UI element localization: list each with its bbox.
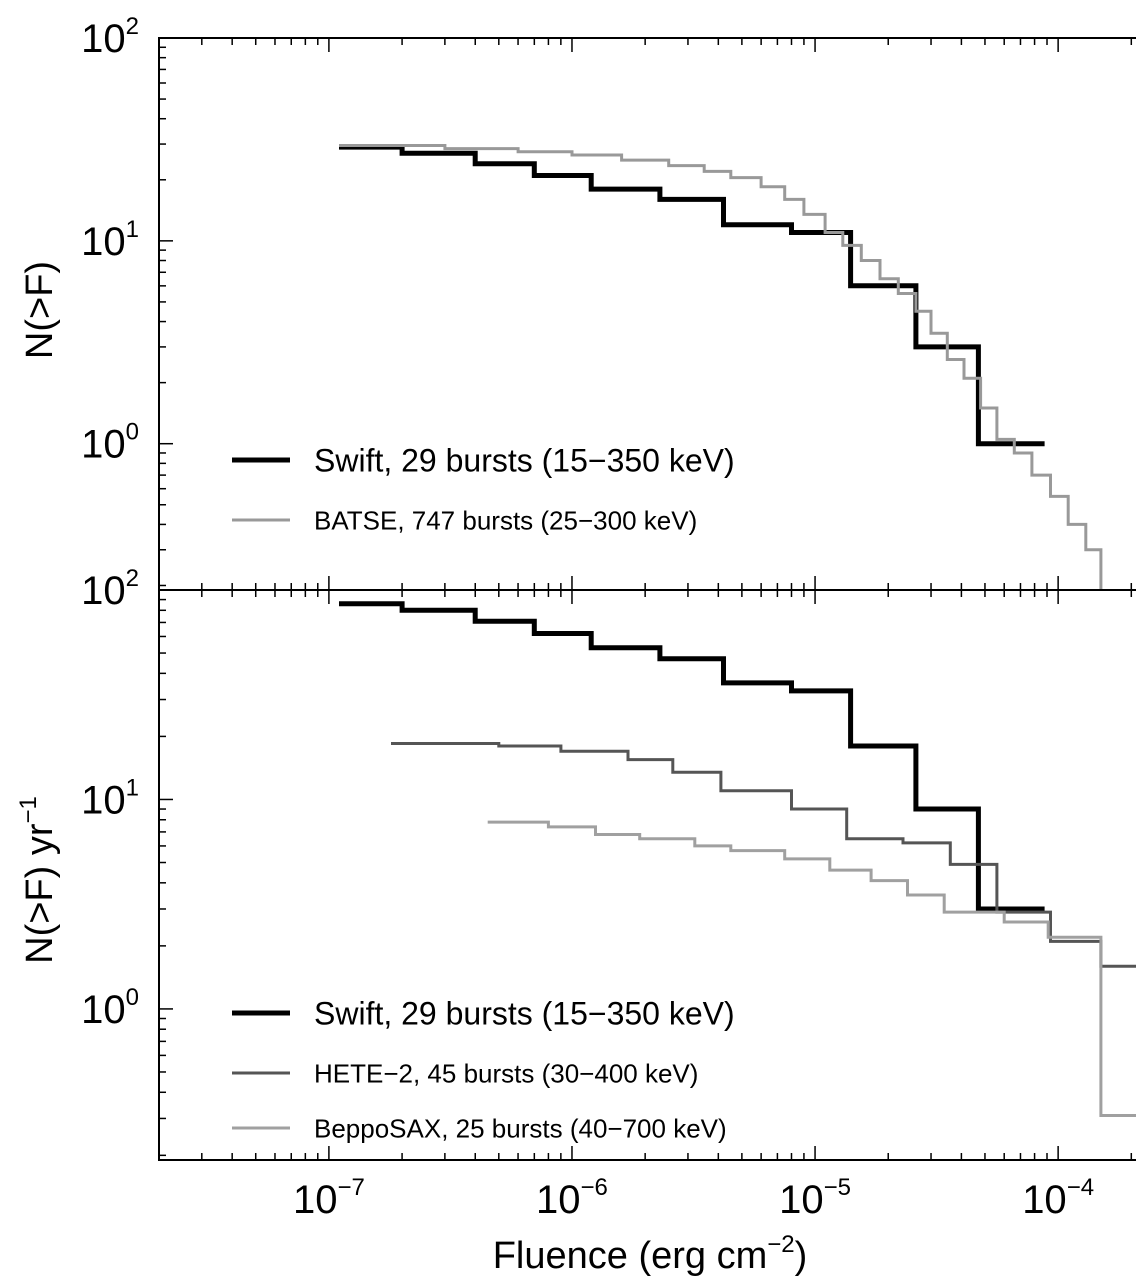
y-tick-label: 102: [81, 13, 139, 61]
x-axis-title-main: Fluence (erg cm: [493, 1235, 768, 1277]
y-tick-label-exp: 0: [126, 984, 139, 1011]
x-tick-label: 10−4: [1022, 1174, 1094, 1222]
legend-label: Swift, 29 bursts (15−350 keV): [314, 443, 735, 479]
x-axis-title-close: ): [795, 1235, 808, 1277]
y-tick-label: 102: [81, 565, 139, 613]
series-line-1: [339, 601, 1045, 912]
x-tick-label: 10−5: [779, 1174, 851, 1222]
legend-label: BATSE, 747 bursts (25−300 keV): [314, 505, 697, 535]
y-tick-label-base: 10: [81, 988, 126, 1032]
y-tick-label-base: 10: [81, 220, 126, 264]
series-line-2: [391, 742, 1136, 968]
x-tick-label-exp: −4: [1067, 1174, 1094, 1201]
panel-bottom-ticks: [158, 589, 1133, 1160]
x-axis-title: Fluence (erg cm−2): [493, 1231, 808, 1277]
y-tick-label-base: 10: [81, 17, 126, 61]
legend-label: Swift, 29 bursts (15−350 keV): [314, 996, 735, 1032]
panel-bottom-y-axis-title-main: N(>F) yr: [19, 823, 61, 964]
y-tick-label-exp: 0: [126, 419, 139, 446]
legend-label: HETE−2, 45 bursts (30−400 keV): [314, 1058, 698, 1088]
series-line-2: [339, 144, 1103, 590]
y-tick-label-base: 10: [81, 778, 126, 822]
panel-bottom-y-axis-title: N(>F) yr−1: [15, 796, 61, 964]
panel-bottom-legend: Swift, 29 bursts (15−350 keV) HETE−2, 45 …: [232, 996, 735, 1143]
panel-top-ticks: [158, 37, 1133, 590]
y-tick-label: 101: [81, 216, 139, 264]
panel-top-series: [339, 144, 1103, 590]
y-tick-label-base: 10: [81, 423, 126, 467]
x-axis-title-exp: −2: [767, 1231, 794, 1258]
panel-bottom-frame: [158, 589, 1136, 1161]
y-tick-label-exp: 2: [126, 565, 139, 592]
x-tick-label: 10−6: [536, 1174, 608, 1222]
panel-top-y-axis-title: N(>F): [19, 261, 61, 359]
x-tick-label-base: 10: [1022, 1178, 1067, 1222]
panel-bottom-x-tick-labels: 10−7 10−6 10−5 10−4: [293, 1174, 1094, 1222]
panel-bottom-y-axis-title-exp: −1: [15, 796, 42, 823]
x-tick-label-base: 10: [536, 1178, 581, 1222]
series-line-1: [339, 144, 1045, 447]
y-tick-label-exp: 2: [126, 13, 139, 40]
x-tick-label-exp: −7: [337, 1174, 364, 1201]
series-line-3: [487, 820, 1136, 1117]
legend-label: BeppoSAX, 25 bursts (40−700 keV): [314, 1113, 727, 1143]
y-tick-label-exp: 1: [126, 774, 139, 801]
y-tick-label-base: 10: [81, 569, 126, 613]
y-tick-label-exp: 1: [126, 216, 139, 243]
x-tick-label-exp: −6: [581, 1174, 608, 1201]
x-tick-label-base: 10: [293, 1178, 338, 1222]
y-tick-label: 101: [81, 774, 139, 822]
panel-bottom-series: [339, 601, 1136, 1117]
x-tick-label: 10−7: [293, 1174, 365, 1222]
x-tick-label-exp: −5: [824, 1174, 851, 1201]
y-tick-label: 100: [81, 984, 139, 1032]
panel-top-legend: Swift, 29 bursts (15−350 keV) BATSE, 747 …: [232, 443, 735, 535]
y-tick-label: 100: [81, 419, 139, 467]
x-tick-label-base: 10: [779, 1178, 824, 1222]
